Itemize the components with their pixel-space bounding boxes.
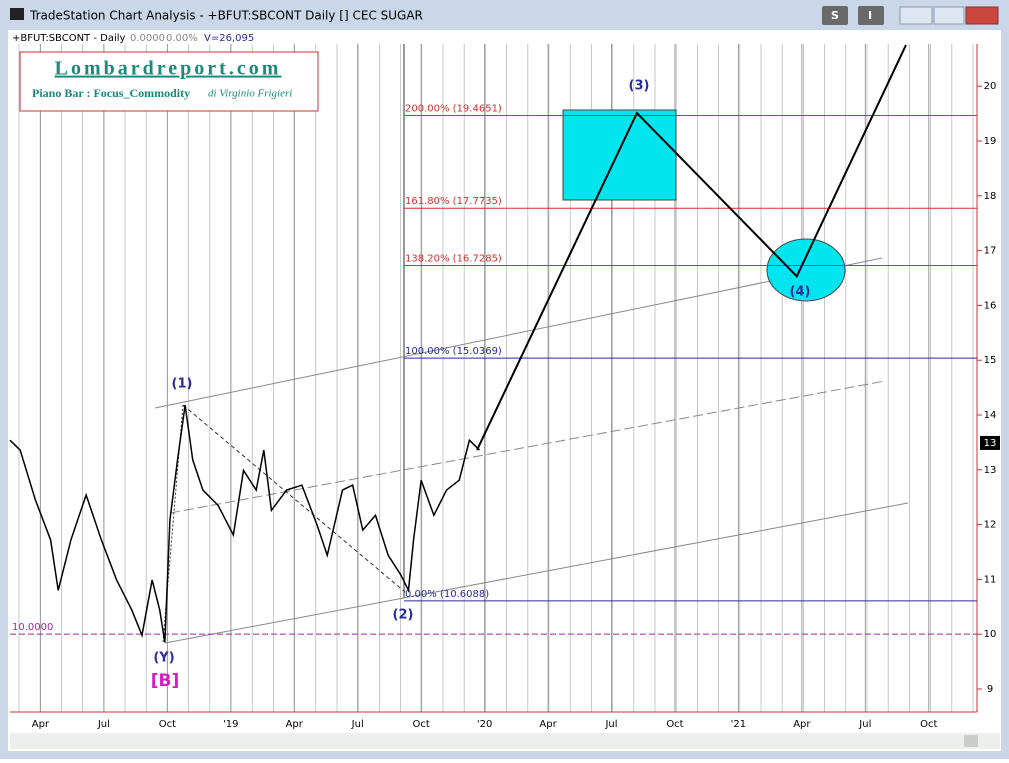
app-icon bbox=[10, 8, 24, 20]
target-box bbox=[562, 109, 677, 201]
x-tick-label: '19 bbox=[223, 719, 238, 730]
fib-label: 138.20% (16.7285) bbox=[405, 253, 502, 264]
scrollbar[interactable] bbox=[10, 733, 1000, 749]
target-ellipse bbox=[766, 238, 846, 302]
wave-label: [B] bbox=[151, 671, 180, 691]
scroll-thumb[interactable] bbox=[964, 735, 978, 747]
x-tick-label: Jul bbox=[858, 719, 871, 730]
logo-author: di Virginio Frigieri bbox=[208, 88, 292, 100]
y-tick-label: 18 bbox=[984, 191, 997, 202]
i-label: I bbox=[868, 9, 872, 22]
y-tick-label: 13 bbox=[984, 465, 997, 476]
minimize-button[interactable] bbox=[899, 6, 933, 25]
window-title: TradeStation Chart Analysis - +BFUT:SBCO… bbox=[29, 9, 423, 23]
channel-upper bbox=[154, 257, 883, 409]
wave-label: (3) bbox=[629, 79, 650, 94]
close-button[interactable] bbox=[965, 6, 999, 25]
wave-label: (4) bbox=[790, 285, 811, 300]
s-button[interactable] bbox=[822, 6, 848, 25]
x-tick-label: Apr bbox=[793, 719, 811, 730]
x-tick-label: Apr bbox=[539, 719, 557, 730]
x-tick-label: Oct bbox=[159, 719, 176, 730]
title-buttons: S I bbox=[822, 6, 999, 25]
logo-subtitle: Piano Bar : Focus_Commodity bbox=[32, 86, 190, 100]
channel-lower bbox=[164, 502, 909, 644]
x-tick-label: Jul bbox=[97, 719, 110, 730]
projection-line bbox=[476, 44, 907, 451]
x-tick-label: Jul bbox=[351, 719, 364, 730]
logo-site: Lombardreport.com bbox=[55, 58, 282, 80]
y-tick-label: 14 bbox=[984, 410, 997, 421]
wave-label: (Y) bbox=[153, 651, 174, 666]
y-tick-label: 19 bbox=[984, 136, 997, 147]
y-tick-label: 11 bbox=[984, 574, 997, 585]
symbol: +BFUT:SBCONT - Daily bbox=[12, 33, 126, 44]
x-tick-label: Jul bbox=[604, 719, 617, 730]
fib-label: 161.80% (17.7735) bbox=[405, 196, 502, 207]
support-label: 10.0000 bbox=[12, 622, 53, 633]
fib-label: 200.00% (19.4651) bbox=[405, 104, 502, 115]
wave-label: (2) bbox=[393, 608, 414, 623]
y-tick-label: 20 bbox=[984, 81, 997, 92]
x-tick-label: Oct bbox=[413, 719, 430, 730]
fib-label: 0.00% (10.6088) bbox=[405, 589, 489, 600]
i-button[interactable] bbox=[858, 6, 884, 25]
channel-middle bbox=[169, 380, 886, 514]
x-tick-label: Oct bbox=[920, 719, 937, 730]
x-tick-label: Oct bbox=[666, 719, 683, 730]
last-price-label: 13 bbox=[984, 438, 997, 449]
y-tick-label: 17 bbox=[984, 246, 997, 257]
volume: V=26,095 bbox=[204, 33, 254, 44]
change-pct: 0.00% bbox=[166, 33, 198, 44]
x-tick-label: Apr bbox=[286, 719, 304, 730]
y-tick-label: 12 bbox=[984, 520, 997, 531]
wave-label: (1) bbox=[172, 377, 193, 392]
y-tick-label: 16 bbox=[984, 300, 997, 311]
last-price-box bbox=[980, 435, 1000, 450]
y-tick-label: 10 bbox=[984, 629, 997, 640]
y-tick-label: 15 bbox=[984, 355, 997, 366]
logo-box bbox=[19, 51, 319, 112]
x-tick-label: '21 bbox=[731, 719, 746, 730]
maximize-button[interactable] bbox=[933, 6, 965, 25]
x-tick-label: Apr bbox=[32, 719, 50, 730]
y-tick-label: 9 bbox=[987, 684, 993, 695]
x-tick-label: '20 bbox=[477, 719, 492, 730]
s-label: S bbox=[831, 9, 839, 22]
fib-label: 100.00% (15.0369) bbox=[405, 346, 502, 357]
wave-connector bbox=[182, 404, 406, 593]
price-line bbox=[9, 405, 481, 643]
change: 0.0000 bbox=[130, 33, 165, 44]
